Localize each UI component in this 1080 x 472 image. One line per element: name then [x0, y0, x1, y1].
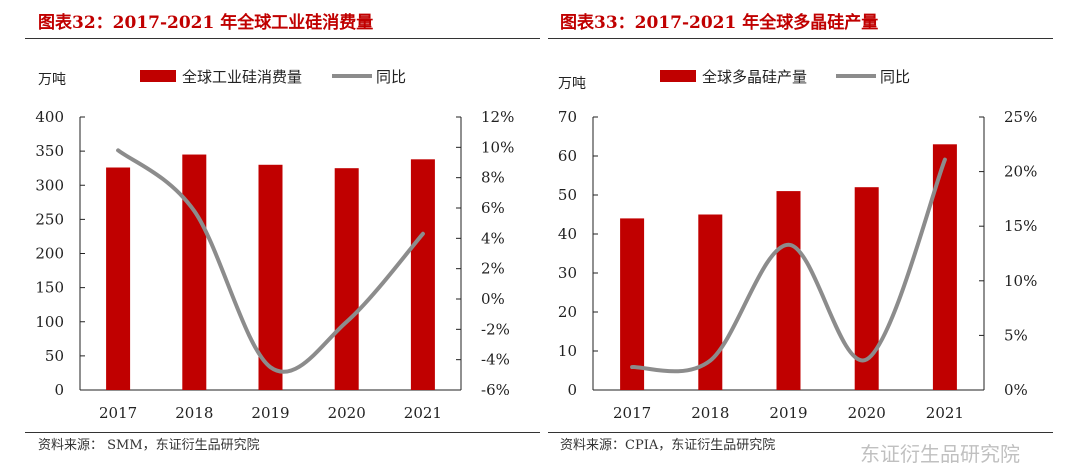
y-tick-label: 350 — [35, 142, 64, 160]
y2-tick-label: 15% — [1004, 217, 1037, 235]
y-tick-label: 300 — [35, 176, 64, 194]
bar-2021 — [410, 159, 435, 390]
x-tick-label: 2017 — [613, 404, 651, 422]
y-tick-label: 60 — [558, 147, 577, 165]
x-tick-label: 2020 — [848, 404, 886, 422]
bar-2018 — [182, 154, 207, 390]
legend-bar-swatch — [140, 70, 176, 82]
y2-tick-label: 10% — [1004, 272, 1037, 290]
y2-tick-label: 25% — [1004, 108, 1037, 126]
y-tick-label: 100 — [35, 313, 64, 331]
source-rule-right — [548, 432, 1053, 433]
y-tick-label: 400 — [35, 108, 64, 126]
y2-tick-label: 8% — [481, 169, 505, 187]
x-tick-label: 2017 — [99, 404, 137, 422]
x-tick-label: 2018 — [691, 404, 729, 422]
source-rule-left — [25, 432, 540, 433]
y-tick-label: 150 — [35, 279, 64, 297]
bar-2019 — [258, 164, 283, 390]
y2-tick-label: -6% — [481, 381, 510, 399]
y2-tick-label: 2% — [481, 260, 505, 278]
y-tick-label: 50 — [558, 186, 577, 204]
y2-tick-label: 0% — [1004, 381, 1028, 399]
x-tick-label: 2021 — [926, 404, 964, 422]
y2-tick-label: 0% — [481, 290, 505, 308]
x-tick-label: 2021 — [404, 404, 442, 422]
y-tick-label: 40 — [558, 225, 577, 243]
y-tick-label: 0 — [567, 381, 577, 399]
bar-2020 — [854, 187, 879, 390]
y-tick-label: 50 — [45, 347, 64, 365]
x-tick-label: 2019 — [769, 404, 807, 422]
source-right: 资料来源：CPIA，东证衍生品研究院 — [560, 438, 776, 453]
watermark: 东证衍生品研究院 — [860, 442, 1020, 466]
chart-title-left: 图表32：2017-2021 年全球工业硅消费量 — [38, 13, 374, 33]
yoy-line — [630, 157, 947, 374]
legend-line-label: 同比 — [880, 68, 910, 86]
y-axis-label: 万吨 — [38, 72, 66, 88]
bar-2017 — [106, 167, 131, 390]
title-rule-right — [548, 38, 1053, 39]
y-tick-label: 70 — [558, 108, 577, 126]
legend-line-label: 同比 — [376, 68, 406, 86]
title-rule-left — [25, 38, 540, 39]
y-tick-label: 10 — [558, 342, 577, 360]
y-tick-label: 0 — [54, 381, 64, 399]
y2-tick-label: -2% — [481, 320, 510, 338]
x-tick-label: 2018 — [175, 404, 213, 422]
y-axis-label: 万吨 — [558, 76, 586, 92]
source-left: 资料来源： SMM，东证衍生品研究院 — [38, 438, 260, 453]
bar-2017 — [620, 218, 645, 390]
yoy-line — [116, 148, 425, 374]
y2-tick-label: -4% — [481, 351, 510, 369]
legend-bar-label: 全球多晶硅产量 — [702, 68, 807, 86]
x-tick-label: 2019 — [251, 404, 289, 422]
chart-title-right: 图表33：2017-2021 年全球多晶硅产量 — [560, 13, 879, 33]
bar-2019 — [776, 191, 801, 390]
y2-tick-label: 6% — [481, 199, 505, 217]
y2-tick-label: 5% — [1004, 326, 1028, 344]
y2-tick-label: 10% — [481, 138, 514, 156]
legend-bar-label: 全球工业硅消费量 — [182, 68, 302, 86]
y-tick-label: 20 — [558, 303, 577, 321]
y2-tick-label: 20% — [1004, 163, 1037, 181]
legend-bar-swatch — [660, 70, 696, 82]
y2-tick-label: 12% — [481, 108, 514, 126]
y-tick-label: 200 — [35, 245, 64, 263]
y-tick-label: 30 — [558, 264, 577, 282]
bar-2020 — [334, 168, 359, 390]
x-tick-label: 2020 — [328, 404, 366, 422]
y-tick-label: 250 — [35, 210, 64, 228]
y2-tick-label: 4% — [481, 229, 505, 247]
